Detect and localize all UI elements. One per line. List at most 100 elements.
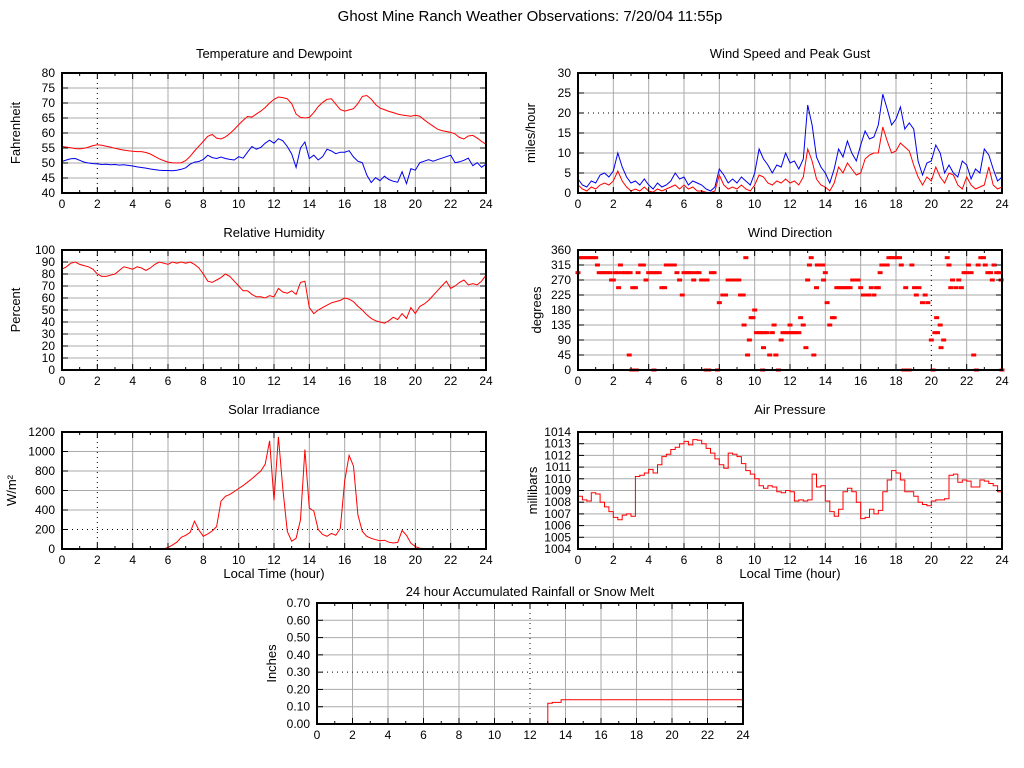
y-tick-label: 0.50 [287,631,311,645]
data-point [805,278,811,282]
data-point [720,293,726,297]
data-point [994,271,1000,275]
y-tick-label: 30 [558,66,572,80]
y-tick-label: 0.70 [287,596,311,610]
y-tick-label: 30 [42,327,56,341]
series-air-pressure [578,439,1003,521]
data-point [946,263,952,267]
y-tick-label: 1006 [544,519,571,533]
plot-border-rainfall [316,602,744,725]
chart-temperature-dewpoint: 0 2 4 6 8 10 12 14 16 18 20 22 24 40 45 50 55 60 65 70 75 80 T… [0,38,512,218]
data-point [877,271,883,275]
plot-border-solar-irradiance [61,431,487,550]
chart-solar-irradiance: 0 2 4 6 8 10 12 14 16 18 20 22 24 0 200 400 600 800 1000 12… [0,395,512,585]
data-point [604,271,610,275]
x-tick-label: 14 [819,553,833,567]
chart-title-rainfall: 24 hour Accumulated Rainfall or Snow Mel… [406,584,655,599]
data-point [689,271,695,275]
y-tick-label: 360 [551,243,571,257]
data-point [806,263,812,267]
x-tick-label: 24 [995,374,1009,388]
data-point [958,286,964,290]
x-tick-label: 20 [409,374,423,388]
y-tick-label: 1005 [544,530,571,544]
data-point [761,346,766,350]
x-tick-label: 10 [748,197,762,211]
data-point [961,271,967,275]
x-tick-label: 12 [267,553,281,567]
plot-border-relative-humidity [61,249,487,371]
y-tick-label: 70 [42,279,56,293]
y-tick-label: 1012 [544,448,571,462]
chart-title-air-pressure: Air Pressure [754,402,826,417]
y-tick-label: 60 [42,291,56,305]
x-tick-label: 8 [200,197,207,211]
y-tick-label: 0 [564,186,571,200]
data-point [909,263,915,267]
x-tick-label: 4 [129,374,136,388]
x-tick-label: 12 [783,197,797,211]
y-tick-label: 0 [564,363,571,377]
x-tick-label: 2 [610,553,617,567]
data-point [630,286,636,290]
y-axis-label-wind-speed-gust: miles/hour [523,102,538,163]
axis-labels-rainfall: 0 2 4 6 8 10 12 14 16 18 20 22 240.000.100.200.300.4… [264,584,750,742]
x-tick-label: 12 [267,374,281,388]
x-tick-label: 8 [716,374,723,388]
y-tick-label: 10 [558,146,572,160]
data-point [616,286,622,290]
y-tick-label: 0.60 [287,613,311,627]
y-tick-label: 40 [42,315,56,329]
data-point [834,286,840,290]
data-point [879,263,885,267]
x-tick-label: 0 [575,374,582,388]
data-point [577,256,583,260]
y-tick-label: 10 [42,351,56,365]
data-point [839,286,845,290]
y-tick-label: 1008 [544,495,571,509]
x-tick-label: 16 [594,728,608,742]
x-tick-label: 22 [444,553,458,567]
data-point [593,256,599,260]
data-point [796,331,802,335]
x-tick-label: 0 [575,553,582,567]
y-tick-label: 25 [558,86,572,100]
y-tick-label: 1011 [545,460,571,474]
x-tick-label: 10 [232,197,246,211]
chart-canvas-solar-irradiance: 0 2 4 6 8 10 12 14 16 18 20 22 240200400600800100012… [4,402,493,581]
data-point [803,346,809,350]
x-tick-label: 8 [200,553,207,567]
data-point [696,271,702,275]
y-tick-label: 1014 [544,425,571,439]
x-tick-label: 24 [995,553,1009,567]
data-point [590,256,596,260]
data-point [640,263,646,267]
data-point [711,271,717,275]
x-tick-label: 18 [373,374,387,388]
data-point [894,256,900,260]
y-tick-label: 5 [564,166,571,180]
y-tick-label: 80 [42,267,56,281]
x-tick-label: 16 [854,553,868,567]
data-point [738,293,744,297]
x-tick-label: 22 [960,197,974,211]
x-tick-label: 14 [819,374,833,388]
data-point [746,338,752,342]
data-point [817,263,823,267]
grid-solar-irradiance [62,432,486,549]
data-point [686,271,692,275]
chart-title-temperature-dewpoint: Temperature and Dewpoint [196,46,352,61]
y-tick-label: 1000 [28,445,55,459]
x-tick-label: 6 [681,374,688,388]
x-tick-label: 24 [479,553,493,567]
data-point [635,271,641,275]
y-axis-label-temperature-dewpoint: Fahrenheit [8,102,23,165]
data-point [787,323,793,327]
plot-border-temperature-dewpoint [61,72,487,194]
data-point [975,263,981,267]
data-point [858,286,864,290]
chart-title-wind-speed-gust: Wind Speed and Peak Gust [710,46,871,61]
data-point [889,256,895,260]
chart-canvas-relative-humidity: 0 2 4 6 8 10 12 14 16 18 20 22 240102030405060708090… [8,225,493,388]
plot-border-wind-speed-gust [577,72,1003,194]
